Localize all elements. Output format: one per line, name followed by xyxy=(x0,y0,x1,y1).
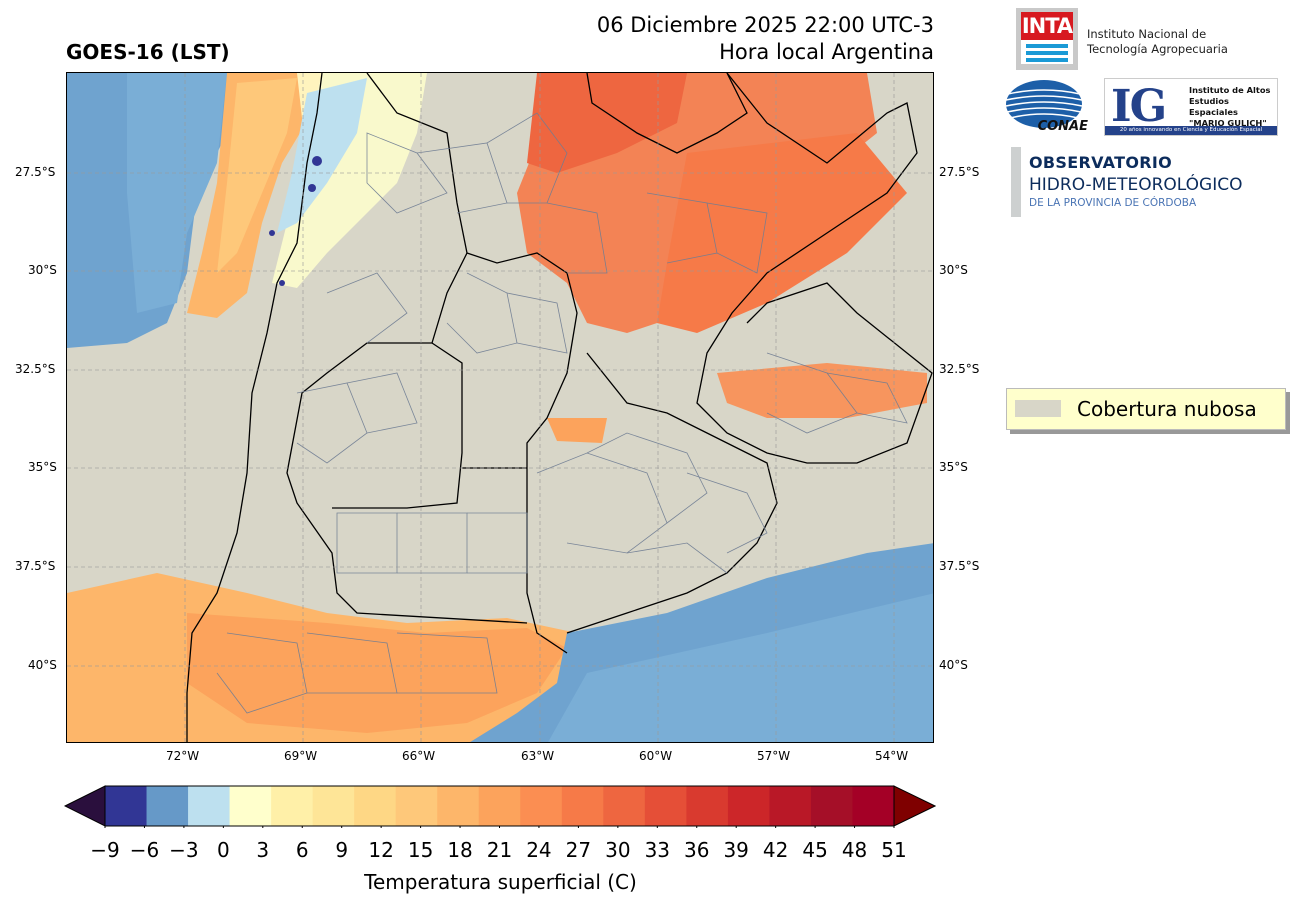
colorbar-tick-label: 3 xyxy=(256,838,270,862)
inta-stripe xyxy=(1026,51,1068,55)
local-time-note: Hora local Argentina xyxy=(719,40,934,64)
colorbar-tick-label: 27 xyxy=(565,838,592,862)
observatorio-province: DE LA PROVINCIA DE CÓRDOBA xyxy=(1029,197,1197,209)
colorbar-under-arrow xyxy=(63,785,106,827)
lat-label-left: 37.5°S xyxy=(15,559,56,573)
lon-label: 63°W xyxy=(521,749,555,763)
ig-logo: IG Instituto de Altos Estudios Espaciale… xyxy=(1104,78,1278,136)
colorbar-over-arrow xyxy=(893,785,937,827)
colorbar-tick-label: 9 xyxy=(335,838,349,862)
colorbar-segment xyxy=(561,786,604,826)
colorbar xyxy=(63,784,937,830)
cloud-cover-legend: Cobertura nubosa xyxy=(1006,388,1286,430)
colorbar-tick-label: 48 xyxy=(841,838,868,862)
lat-label-right: 40°S xyxy=(939,658,968,672)
colorbar-segment xyxy=(644,786,687,826)
inta-logo-inner: INTA xyxy=(1021,12,1073,64)
lat-label-left: 30°S xyxy=(28,263,57,277)
observatorio-subtitle: HIDRO-METEOROLÓGICO xyxy=(1029,175,1243,195)
colorbar-tick-label: 42 xyxy=(762,838,789,862)
colorbar-segment xyxy=(312,786,355,826)
inta-mark: INTA xyxy=(1021,12,1073,40)
lon-label: 72°W xyxy=(166,749,200,763)
conae-mark: CONAE xyxy=(1038,119,1089,132)
lon-label: 57°W xyxy=(757,749,791,763)
colorbar-tick-label: 39 xyxy=(723,838,749,862)
ig-institute-name: Instituto de Altos Estudios Espaciales "… xyxy=(1189,85,1277,129)
lat-label-left: 40°S xyxy=(28,658,57,672)
datetime-header: 06 Diciembre 2025 22:00 UTC-3 Hora local… xyxy=(597,12,934,66)
observatorio-bar xyxy=(1011,147,1021,217)
map-canvas xyxy=(67,73,933,742)
colorbar-tick-label: 24 xyxy=(526,838,552,862)
cloud-cover-label: Cobertura nubosa xyxy=(1077,397,1257,421)
lat-label-left: 35°S xyxy=(28,460,57,474)
lat-label-left: 32.5°S xyxy=(15,362,56,376)
inta-name-line: Instituto Nacional de xyxy=(1087,27,1207,41)
colorbar-segment xyxy=(686,786,729,826)
colorbar-tick-label: 0 xyxy=(216,838,230,862)
colorbar-tick-label: −3 xyxy=(169,838,199,862)
colorbar-graphic xyxy=(63,785,937,830)
map-title: GOES-16 (LST) xyxy=(66,40,230,64)
conae-globe-icon: CONAE xyxy=(1005,80,1089,134)
colorbar-tick-label: −6 xyxy=(129,838,160,862)
ig-tagline: 20 años innovando en Ciencia y Educación… xyxy=(1105,126,1277,135)
cloud-cover-swatch xyxy=(1015,400,1061,417)
colorbar-label: Temperatura superficial (C) xyxy=(364,870,637,894)
conae-logo: CONAE xyxy=(1004,78,1092,134)
colorbar-segment xyxy=(271,786,314,826)
colorbar-tick-label: 12 xyxy=(368,838,394,862)
inta-stripe xyxy=(1026,44,1068,48)
colorbar-segment xyxy=(188,786,231,826)
lat-label-right: 35°S xyxy=(939,460,968,474)
lat-label-right: 37.5°S xyxy=(939,559,980,573)
colorbar-segment xyxy=(395,786,438,826)
colorbar-tick-label: 45 xyxy=(802,838,828,862)
lat-label-right: 27.5°S xyxy=(939,165,980,179)
lon-label: 54°W xyxy=(875,749,909,763)
inta-name: Instituto Nacional de Tecnología Agropec… xyxy=(1087,27,1228,57)
colorbar-segment xyxy=(437,786,480,826)
colorbar-segment xyxy=(105,786,148,826)
colorbar-tick-label: 30 xyxy=(605,838,631,862)
lat-label-left: 27.5°S xyxy=(15,165,56,179)
colorbar-segment xyxy=(810,786,853,826)
lat-label-right: 30°S xyxy=(939,263,968,277)
inta-stripe xyxy=(1026,58,1068,62)
colorbar-tick-label: 18 xyxy=(447,838,473,862)
lon-label: 66°W xyxy=(402,749,436,763)
ig-line: Estudios Espaciales xyxy=(1189,96,1238,117)
datetime-text: 06 Diciembre 2025 22:00 UTC-3 xyxy=(596,13,934,37)
colorbar-tick-label: 6 xyxy=(295,838,309,862)
colorbar-tick-label: 15 xyxy=(407,838,434,862)
inta-name-line: Tecnología Agropecuaria xyxy=(1087,42,1228,56)
colorbar-tick-label: 36 xyxy=(684,838,710,862)
colorbar-segment xyxy=(146,786,189,826)
ig-mark: IG xyxy=(1111,81,1167,132)
temperature-map xyxy=(66,72,934,743)
colorbar-segment xyxy=(520,786,563,826)
colorbar-tick-label: −9 xyxy=(90,838,120,862)
colorbar-segment xyxy=(229,786,272,826)
colorbar-segment xyxy=(354,786,397,826)
colorbar-segment xyxy=(727,786,770,826)
ig-line: "MARIO GULICH" xyxy=(1189,118,1267,128)
lon-label: 60°W xyxy=(639,749,673,763)
colorbar-segment xyxy=(852,786,895,826)
colorbar-segment xyxy=(478,786,521,826)
colorbar-tick-label: 51 xyxy=(881,838,907,862)
colorbar-segment xyxy=(603,786,646,826)
colorbar-segment xyxy=(769,786,812,826)
lat-label-right: 32.5°S xyxy=(939,362,980,376)
colorbar-tick-label: 21 xyxy=(486,838,513,862)
observatorio-title: OBSERVATORIO xyxy=(1029,153,1172,172)
ig-line: Instituto de Altos xyxy=(1189,85,1271,95)
lon-label: 69°W xyxy=(284,749,318,763)
inta-logo: INTA xyxy=(1016,8,1078,70)
colorbar-tick-label: 33 xyxy=(644,838,671,862)
